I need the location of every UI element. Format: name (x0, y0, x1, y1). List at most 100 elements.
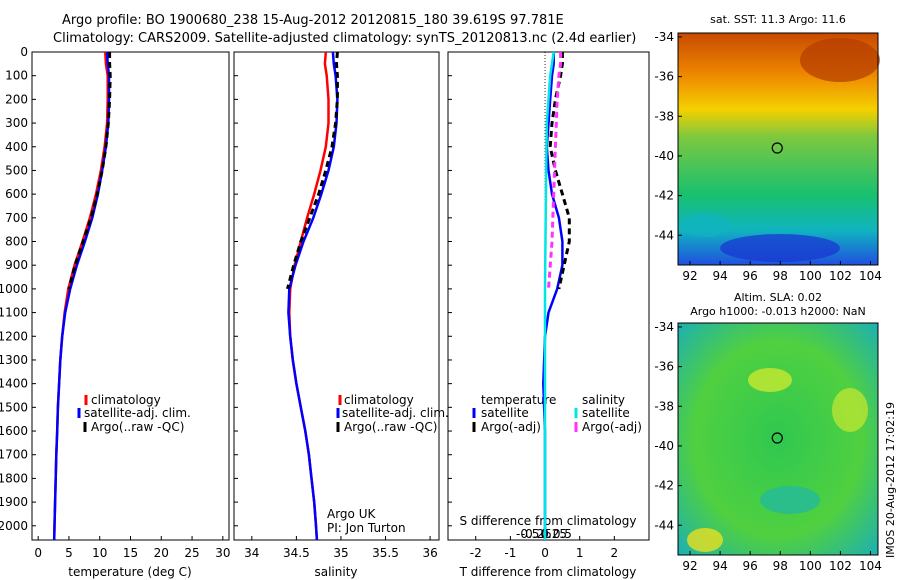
sst-map-panel: sat. SST: 11.3 Argo: 11.6 92 94 96 98 100 102… (654, 13, 882, 283)
y-tick-label: 600 (5, 187, 28, 201)
temperature-legend: climatology satellite-adj. clim. Argo(..… (77, 393, 191, 434)
sst-map-frame (677, 32, 879, 266)
sla-map-title2: Argo h1000: -0.013 h2000: NaN (690, 305, 866, 318)
salinity-legend: climatology satellite-adj. clim. Argo(..… (336, 393, 449, 434)
map-y-tick-label: -40 (654, 149, 674, 163)
x-tick-label: -2 (470, 546, 482, 560)
map-x-tick-label: 92 (682, 269, 697, 283)
series-argo-line (286, 51, 339, 290)
x-tick-label: 2 (611, 546, 619, 560)
salinity-panel: salinity climatology satellite-adj. clim… (233, 51, 449, 579)
difference-xlabel2: S difference from climatology (460, 514, 637, 528)
x-tick-label: 34 (244, 546, 259, 560)
series-climatology-line (288, 51, 330, 541)
annotation-pi: PI: Jon Turton (327, 521, 406, 535)
header-line1: Argo profile: BO 1900680_238 15-Aug-2012… (62, 13, 564, 28)
x-tick-label: 35 (333, 546, 348, 560)
map-x-tick-label: 92 (682, 559, 697, 573)
argo-location-marker (771, 432, 783, 444)
x-tick-label: 0 (34, 546, 42, 560)
x-tick-label: 35.5 (372, 546, 399, 560)
map-x-tick-label: 102 (829, 269, 852, 283)
x-tick-label: 25 (184, 546, 199, 560)
x-tick-label: 5 (65, 546, 73, 560)
map-x-tick-label: 100 (799, 269, 822, 283)
sla-map-image (678, 323, 878, 555)
sla-cyan-patch (760, 486, 820, 514)
legend-climatology-label: climatology (344, 393, 414, 407)
x-tick-label: 36 (422, 546, 437, 560)
y-tick-label: 1200 (0, 329, 28, 343)
legend-temp-satellite-label: satellite (481, 406, 529, 420)
y-tick-label: 1600 (0, 424, 28, 438)
legend-sal-satellite-label: satellite (582, 406, 630, 420)
map-y-tick-label: -42 (654, 479, 674, 493)
series-climatology-line (52, 51, 109, 541)
legend-climatology-label: climatology (91, 393, 161, 407)
y-tick-label: 2000 (0, 519, 28, 533)
sst-cyan-patch (680, 213, 730, 237)
y-tick-label: 1300 (0, 353, 28, 367)
map-y-tick-label: -34 (654, 320, 674, 334)
y-tick-label: 900 (5, 258, 28, 272)
salinity-xlabel: salinity (314, 565, 357, 579)
legend-salinity-title: salinity (582, 393, 625, 407)
y-tick-label: 1100 (0, 306, 28, 320)
sst-warm-patch (800, 38, 880, 82)
x-tick-label: 0 (541, 546, 549, 560)
difference-panel: T difference from climatology S differen… (447, 51, 650, 579)
argo-location-marker (771, 142, 783, 154)
x-tick-label: 34.5 (283, 546, 310, 560)
series-satellite-line (287, 51, 339, 541)
y-tick-label: 100 (5, 69, 28, 83)
sst-cool-patch (720, 234, 840, 262)
y-tick-label: 700 (5, 211, 28, 225)
x-tick-label: 20 (154, 546, 169, 560)
legend-argo-label: Argo(..raw -QC) (91, 420, 184, 434)
legend-satellite-label: satellite-adj. clim. (342, 406, 449, 420)
sla-yellow-patch-2 (832, 388, 868, 432)
y-tick-label: 1400 (0, 377, 28, 391)
series-sal_satellite-line (543, 51, 555, 540)
side-note: IMOS 20-Aug-2012 17:02:19 (884, 402, 897, 558)
map-x-tick-label: 100 (799, 559, 822, 573)
series-satellite-line (52, 51, 111, 541)
map-x-tick-label: 96 (743, 559, 758, 573)
map-x-tick-label: 104 (859, 559, 882, 573)
x-tick-label: 15 (123, 546, 138, 560)
map-y-tick-label: -40 (654, 439, 674, 453)
x-tick-label: 1 (576, 546, 584, 560)
map-y-tick-label: -42 (654, 189, 674, 203)
temperature-panel: temperature (deg C) climatology satellit… (0, 45, 230, 579)
y-tick-label: 400 (5, 140, 28, 154)
map-x-tick-label: 94 (712, 269, 727, 283)
sla-map-title: Altim. SLA: 0.02 (734, 291, 822, 304)
y-tick-label: 1900 (0, 495, 28, 509)
y-tick-label: 0 (20, 45, 28, 59)
map-y-tick-label: -38 (654, 399, 674, 413)
s-tick-label: -0.5 (516, 527, 539, 541)
map-y-tick-label: -36 (654, 360, 674, 374)
map-y-tick-label: -34 (654, 30, 674, 44)
sla-yellow-patch-3 (687, 528, 723, 552)
s-tick-label: 0.5 (553, 527, 572, 541)
difference-legend: temperature salinity satellite Argo(-adj… (472, 393, 642, 434)
temperature-plot-frame (31, 51, 230, 541)
sst-map-title: sat. SST: 11.3 Argo: 11.6 (710, 13, 846, 26)
map-x-tick-label: 98 (773, 269, 788, 283)
s-tick-label: 0.25 (540, 527, 567, 541)
temperature-xlabel: temperature (deg C) (68, 565, 191, 579)
y-tick-label: 800 (5, 235, 28, 249)
sla-yellow-patch-1 (748, 368, 792, 392)
series-argo-line (548, 52, 571, 290)
y-tick-label: 1700 (0, 448, 28, 462)
map-x-tick-label: 96 (743, 269, 758, 283)
sla-map-frame (677, 322, 879, 556)
annotation-argo-uk: Argo UK (327, 507, 376, 521)
map-x-tick-label: 102 (829, 559, 852, 573)
y-tick-label: 1500 (0, 400, 28, 414)
legend-sal-argo-label: Argo(-adj) (582, 420, 642, 434)
y-tick-label: 300 (5, 116, 28, 130)
map-x-tick-label: 98 (773, 559, 788, 573)
